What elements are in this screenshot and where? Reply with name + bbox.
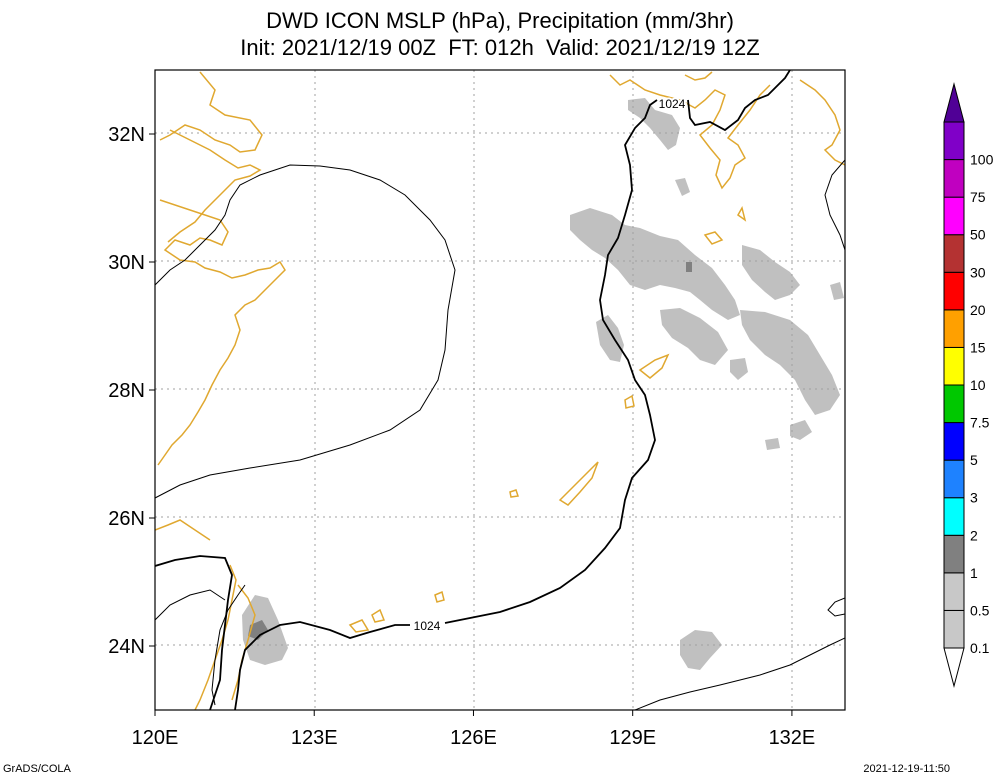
precip-area-isolated1 xyxy=(596,315,624,362)
lat-tick-label: 32N xyxy=(108,124,145,146)
isobar-south-2 xyxy=(211,584,246,706)
colorbar-level-label: 7.5 xyxy=(970,415,990,431)
colorbar-level-label: 0.5 xyxy=(970,602,990,618)
isobar-south-1 xyxy=(155,589,226,621)
precip-area-small3 xyxy=(675,178,690,196)
precip-area-small4 xyxy=(830,282,844,300)
precip-area-central xyxy=(660,308,728,365)
coastlines xyxy=(155,71,845,710)
coast-ryukyu-3 xyxy=(624,394,635,409)
colorbar-swatch xyxy=(943,572,965,611)
colorbar-level-label: 10 xyxy=(970,377,986,393)
coast-ryukyu-7 xyxy=(509,489,519,498)
coast-ryukyu-6 xyxy=(434,590,445,603)
isobar-1024-main xyxy=(155,555,233,710)
colorbar-swatch xyxy=(943,196,965,236)
isobar-east-small xyxy=(827,597,845,617)
precip-heavy-taiwan xyxy=(248,620,268,640)
longitude-axis: 120E 123E 126E 129E 132E xyxy=(132,710,816,749)
isobar-high-closed xyxy=(155,164,456,499)
precip-area-north xyxy=(628,98,680,150)
colorbar-swatch xyxy=(943,121,965,161)
colorbar-level-label: 3 xyxy=(970,490,978,506)
lat-tick-label: 30N xyxy=(108,252,145,274)
precipitation-shading-heavy xyxy=(248,262,692,640)
colorbar-level-label: 0.1 xyxy=(970,640,990,656)
coast-islands-east xyxy=(737,206,747,222)
lon-tick-label: 132E xyxy=(769,727,816,749)
coast-korea-south xyxy=(684,71,713,81)
precipitation-colorbar: 0.1 0.5 1 2 3 5 7.5 10 15 20 30 50 75 100 xyxy=(943,82,994,688)
coast-china-southeast xyxy=(155,519,211,541)
coast-ryukyu-4 xyxy=(348,619,370,633)
isobar-southeast xyxy=(634,637,845,710)
lon-tick-label: 123E xyxy=(291,727,338,749)
lat-tick-label: 28N xyxy=(108,380,145,402)
lat-tick-label: 26N xyxy=(108,508,145,530)
colorbar-swatch xyxy=(943,271,965,311)
footer-software-credit: GrADS/COLA xyxy=(3,763,71,775)
isobar-label-south: 1024 xyxy=(414,619,441,633)
coast-ryukyu-2 xyxy=(638,353,670,379)
isobar-1024-ridge xyxy=(234,70,791,710)
colorbar-level-label: 20 xyxy=(970,302,986,318)
coast-taiwan-strait xyxy=(194,564,237,710)
isobars-1024 xyxy=(155,70,791,710)
footer-timestamp: 2021-12-19-11:50 xyxy=(863,763,950,775)
colorbar-level-label: 75 xyxy=(970,189,986,205)
lon-tick-label: 126E xyxy=(450,727,497,749)
colorbar-min-triangle xyxy=(943,647,965,688)
colorbar-level-label: 2 xyxy=(970,527,978,543)
map-title-line1: DWD ICON MSLP (hPa), Precipitation (mm/3… xyxy=(266,8,734,33)
graticule xyxy=(155,70,845,710)
latitude-axis: 24N 26N 28N 30N 32N xyxy=(108,124,155,658)
colorbar-swatch xyxy=(943,497,965,536)
isobar-east-edge xyxy=(824,159,845,251)
colorbar-max-triangle xyxy=(943,82,965,123)
colorbar-level-label: 1 xyxy=(970,565,978,581)
colorbar-level-label: 5 xyxy=(970,452,978,468)
coast-yangtze xyxy=(167,129,262,243)
coast-china-north xyxy=(159,71,263,153)
coast-kyushu xyxy=(609,74,771,190)
colorbar-swatch xyxy=(943,309,965,348)
precip-area-east xyxy=(742,245,800,300)
precip-area-main xyxy=(570,208,740,320)
precip-area-isolated2 xyxy=(730,358,748,380)
lon-tick-label: 120E xyxy=(132,727,179,749)
precip-heavy-east xyxy=(686,262,692,272)
isobars xyxy=(155,159,845,710)
colorbar-swatch xyxy=(943,159,965,198)
coast-ryukyu-1 xyxy=(558,461,599,506)
lat-tick-label: 24N xyxy=(108,636,145,658)
coast-ryukyu-5 xyxy=(371,608,386,623)
colorbar-level-label: 50 xyxy=(970,227,986,243)
colorbar-swatch xyxy=(943,422,965,461)
map-title-line2: Init: 2021/12/19 00Z FT: 012h Valid: 202… xyxy=(240,35,760,60)
lon-tick-label: 129E xyxy=(609,727,656,749)
colorbar-swatch xyxy=(943,234,965,273)
colorbar-swatch xyxy=(943,534,965,574)
colorbar-level-label: 30 xyxy=(970,264,986,280)
precip-area-small1 xyxy=(790,420,812,440)
colorbar-swatch xyxy=(943,346,965,386)
coast-china-east xyxy=(157,199,286,466)
colorbar-level-label: 100 xyxy=(970,152,994,168)
coast-taiwan xyxy=(231,584,256,701)
colorbar-swatch xyxy=(943,384,965,424)
colorbar-level-label: 15 xyxy=(970,339,986,355)
coast-shikoku xyxy=(799,79,845,166)
coast-kyushu-islands xyxy=(703,231,724,245)
colorbar-swatch xyxy=(943,459,965,499)
isobar-label-north: 1024 xyxy=(659,97,686,111)
precip-area-small2 xyxy=(680,630,722,670)
map-layers xyxy=(155,70,845,710)
precip-area-small5 xyxy=(765,438,780,450)
colorbar-swatch xyxy=(943,609,965,649)
